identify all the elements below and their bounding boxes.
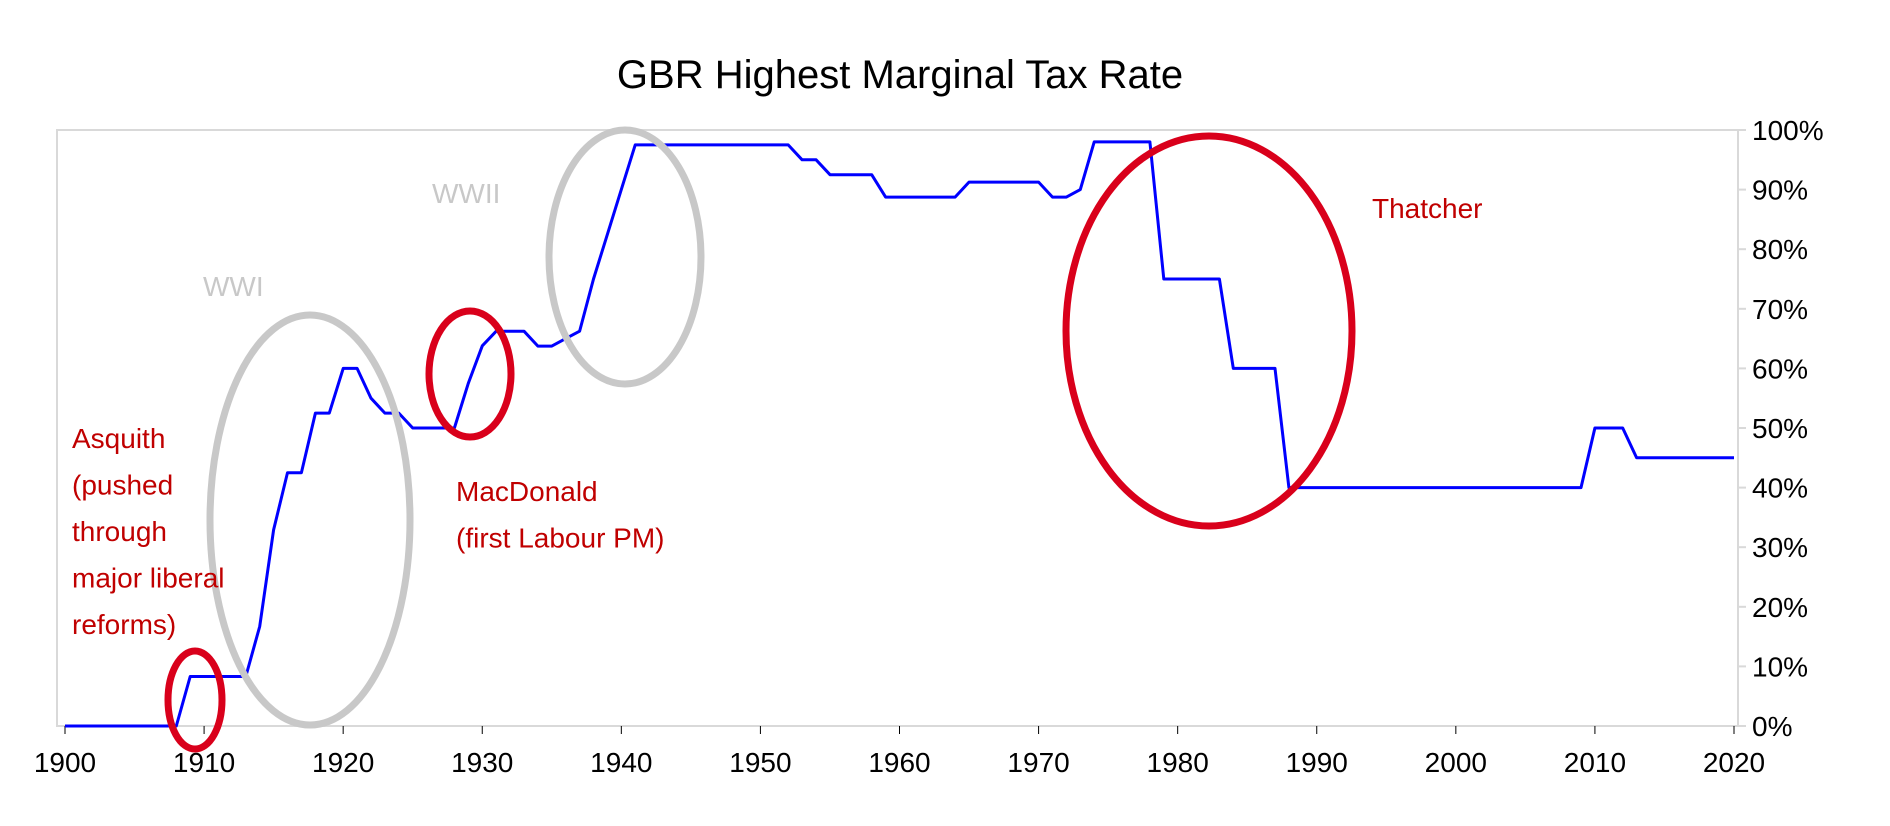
wwii-ellipse — [545, 126, 705, 388]
annotation-line: major liberal — [72, 563, 225, 594]
highlight-ellipses — [164, 126, 1356, 753]
annotation-line: WWI — [203, 271, 264, 302]
x-tick-label: 1990 — [1286, 747, 1348, 778]
y-tick-label: 20% — [1752, 592, 1808, 623]
y-tick-label: 30% — [1752, 532, 1808, 563]
chart-title: GBR Highest Marginal Tax Rate — [617, 53, 1183, 97]
x-axis: 1900 1910 1920 1930 1940 1950 1960 1970 1980 1990… — [34, 726, 1765, 778]
x-tick-label: 1980 — [1147, 747, 1209, 778]
thatcher-label: Thatcher — [1372, 193, 1483, 224]
annotation-line: Thatcher — [1372, 193, 1483, 224]
thatcher-ellipse — [1062, 132, 1356, 530]
x-tick-label: 1930 — [451, 747, 513, 778]
y-tick-label: 40% — [1752, 473, 1808, 504]
x-tick-label: 1950 — [729, 747, 791, 778]
x-tick-label: 2020 — [1703, 747, 1765, 778]
asquith-ellipse — [164, 647, 226, 753]
x-tick-label: 2000 — [1425, 747, 1487, 778]
series-line — [65, 140, 1734, 728]
annotation-line: MacDonald — [456, 476, 598, 507]
y-tick-label: 0% — [1752, 711, 1792, 742]
y-tick-label: 50% — [1752, 413, 1808, 444]
x-tick-label: 1960 — [868, 747, 930, 778]
y-tick-label: 90% — [1752, 175, 1808, 206]
asquith-label: Asquith (pushed through major liberal reform… — [72, 423, 225, 640]
annotation-line: WWII — [432, 178, 500, 209]
macdonald-label: MacDonald (first Labour PM) — [456, 476, 665, 554]
x-tick-label: 1940 — [590, 747, 652, 778]
y-tick-label: 100% — [1752, 115, 1824, 146]
y-tick-label: 70% — [1752, 294, 1808, 325]
annotation-line: (pushed — [72, 470, 173, 501]
y-tick-label: 10% — [1752, 651, 1808, 682]
wwii-label: WWII — [432, 178, 500, 209]
annotation-line: through — [72, 516, 167, 547]
annotations: WWI WWII Asquith (pushed through major libera… — [72, 178, 1483, 640]
x-tick-label: 1900 — [34, 747, 96, 778]
x-tick-label: 1910 — [173, 747, 235, 778]
annotation-line: Asquith — [72, 423, 165, 454]
annotation-line: reforms) — [72, 609, 176, 640]
x-tick-label: 2010 — [1564, 747, 1626, 778]
y-axis: 0% 10% 20% 30% 40% 50% 60% 70% 80% 90% 100% — [1738, 115, 1824, 742]
macdonald-ellipse — [425, 307, 515, 441]
x-tick-label: 1970 — [1007, 747, 1069, 778]
wwi-label: WWI — [203, 271, 264, 302]
x-tick-label: 1920 — [312, 747, 374, 778]
y-tick-label: 60% — [1752, 353, 1808, 384]
y-tick-label: 80% — [1752, 234, 1808, 265]
annotation-line: (first Labour PM) — [456, 523, 665, 554]
wwi-ellipse — [206, 311, 414, 729]
plot-area — [56, 129, 1739, 727]
